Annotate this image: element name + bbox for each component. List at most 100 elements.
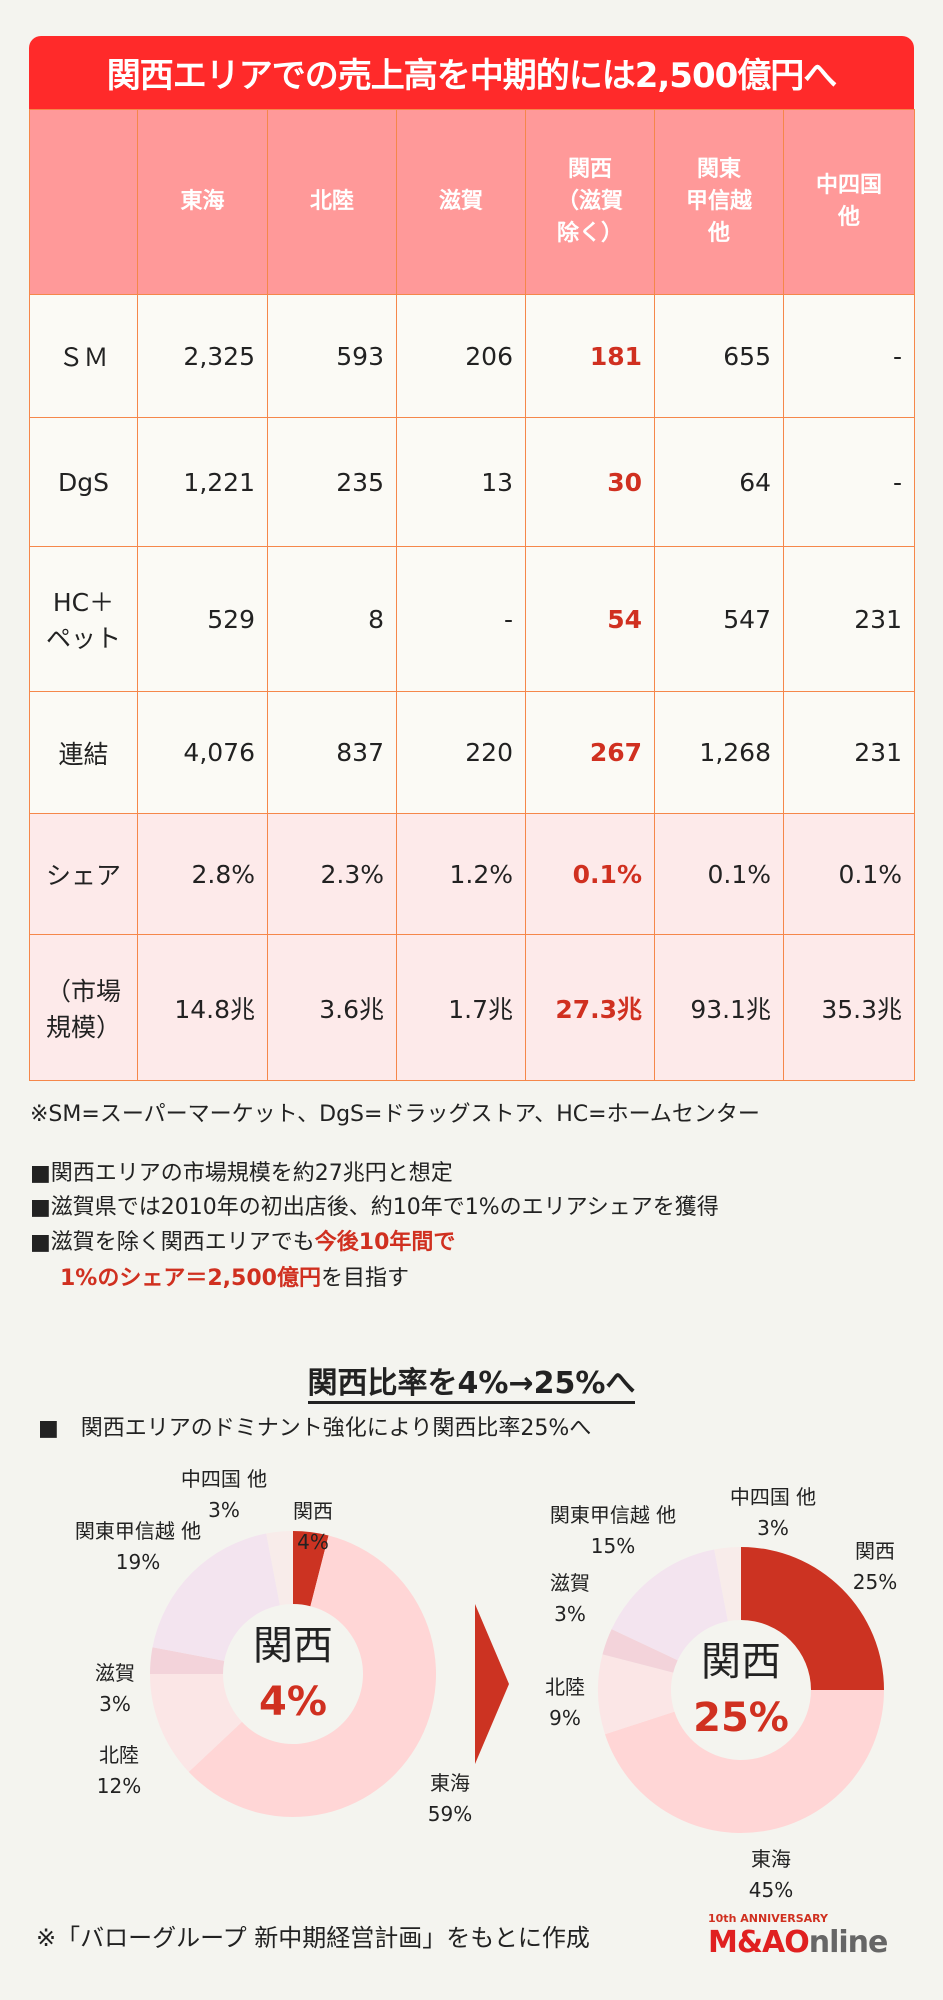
table-cell: 93.1兆 — [654, 934, 784, 1081]
bullet-2: ■滋賀県では2010年の初出店後、約10年で1%のエリアシェアを獲得 — [30, 1195, 719, 1220]
table-cell: 35.3兆 — [783, 934, 915, 1081]
slice-label: 北陸 12% — [97, 1740, 141, 1802]
abbrev-note: ※SM=スーパーマーケット、DgS=ドラッグストア、HC=ホームセンター — [30, 1102, 760, 1127]
slice-category: 中四国 他 — [180, 1467, 268, 1491]
table-cell: 1,268 — [654, 691, 784, 814]
table-row: （市場 規模） 14.8兆 3.6兆 1.7兆 27.3兆 93.1兆 35.3兆 — [29, 934, 915, 1081]
slice-value: 59% — [427, 1802, 473, 1826]
table-cell: 235 — [267, 417, 397, 547]
row-label: ＳＭ — [29, 294, 138, 418]
slice-label: 東海 59% — [428, 1768, 472, 1830]
slice-label: 東海 45% — [749, 1844, 793, 1906]
slice-category: 中四国 他 — [729, 1485, 817, 1509]
table-cell: 27.3兆 — [525, 934, 655, 1081]
row-label: 連結 — [29, 691, 138, 814]
column-header — [29, 109, 138, 295]
slice-label: 北陸 9% — [545, 1672, 585, 1734]
table-cell: 231 — [783, 691, 915, 814]
slice-category: 北陸 — [98, 1743, 139, 1767]
table-cell: 0.1% — [525, 813, 655, 935]
slice-category: 滋賀 — [95, 1661, 135, 1685]
center-value: 25% — [693, 1695, 789, 1741]
slice-category: 東海 — [429, 1771, 470, 1795]
logo: 10th ANNIVERSARY M&AOnline — [708, 1912, 888, 1960]
slice-category: 北陸 — [545, 1675, 585, 1699]
row-label: HC＋ ペット — [29, 546, 138, 692]
slice-label: 中四国 他 3% — [181, 1464, 267, 1526]
slice-value: 45% — [748, 1878, 794, 1902]
slice-category: 東海 — [750, 1847, 791, 1871]
row-label: シェア — [29, 813, 138, 935]
table-cell: 3.6兆 — [267, 934, 397, 1081]
table-row: ＳＭ 2,325 593 206 181 655- — [29, 294, 915, 418]
logo-anniversary: 10th ANNIVERSARY — [708, 1912, 829, 1925]
slice-value: 25% — [852, 1570, 898, 1594]
table-cell: 837 — [267, 691, 397, 814]
donut-center-label: 関西 4% — [253, 1618, 333, 1730]
donut-slice — [150, 1647, 225, 1674]
slice-value: 4% — [297, 1530, 329, 1554]
table-cell: 0.1% — [783, 813, 915, 935]
donut-slice — [604, 1690, 884, 1833]
slice-value: 9% — [549, 1706, 581, 1730]
slice-category: 関東甲信越 他 — [74, 1519, 202, 1543]
bullet-3-highlight: 今後10年間で — [314, 1230, 456, 1255]
slice-value: 3% — [554, 1602, 586, 1626]
logo-name: M&AOnline — [708, 1925, 888, 1960]
donut-slice — [741, 1547, 884, 1690]
table-cell: 14.8兆 — [137, 934, 268, 1081]
table-cell: 206 — [396, 294, 526, 418]
table-cell: 547 — [654, 546, 784, 692]
row-label: DgS — [29, 417, 138, 547]
slice-category: 滋賀 — [550, 1571, 590, 1595]
column-header: 東海 — [137, 109, 268, 295]
page-title: 関西エリアでの売上高を中期的には2,500億円へ — [29, 36, 914, 109]
center-label: 関西 — [253, 1623, 333, 1669]
table-cell: 1,221 — [137, 417, 268, 547]
slice-value: 3% — [99, 1692, 131, 1716]
table-cell: 2.8% — [137, 813, 268, 935]
slice-label: 関西 25% — [853, 1536, 897, 1598]
slice-value: 15% — [590, 1534, 636, 1558]
column-header: 関西 （滋賀 除く） — [525, 109, 655, 295]
table-header-row: 東海 北陸 滋賀 関西 （滋賀 除く） 関東 甲信越 他中四国 他 — [29, 109, 915, 295]
table-row: HC＋ ペット 529 8-54 547 231 — [29, 546, 915, 692]
section-subtitle: ■ 関西エリアのドミナント強化により関西比率25%へ — [38, 1416, 592, 1441]
table-row: 連結 4,076 837 220 267 1,268 231 — [29, 691, 915, 814]
table-cell: 267 — [525, 691, 655, 814]
donut-center-label: 関西 25% — [693, 1634, 789, 1746]
slice-label: 滋賀 3% — [550, 1568, 590, 1630]
table-cell: 529 — [137, 546, 268, 692]
table-row: DgS 1,221 235 13 30 64- — [29, 417, 915, 547]
donut-slice — [611, 1549, 728, 1661]
donut-slice — [293, 1531, 329, 1607]
row-label: （市場 規模） — [29, 934, 138, 1081]
slice-label: 関東甲信越 他 19% — [75, 1516, 201, 1578]
table-cell: - — [783, 417, 915, 547]
section-title: 関西比率を4%→25%へ — [0, 1358, 943, 1404]
slice-category: 関東甲信越 他 — [549, 1503, 677, 1527]
bullet-4-highlight: 1%のシェア＝2,500億円 — [60, 1266, 321, 1291]
bullet-1: ■関西エリアの市場規模を約27兆円と想定 — [30, 1161, 453, 1186]
sales-table: 東海 北陸 滋賀 関西 （滋賀 除く） 関東 甲信越 他中四国 他 ＳＭ 2,325 593… — [29, 109, 915, 1081]
donut-slice — [602, 1629, 678, 1673]
table-cell: - — [783, 294, 915, 418]
table-cell: 2,325 — [137, 294, 268, 418]
table-cell: 30 — [525, 417, 655, 547]
donut-slice — [150, 1674, 242, 1772]
arrow-icon — [475, 1604, 509, 1764]
slice-label: 関東甲信越 他 15% — [550, 1500, 676, 1562]
table-cell: 655 — [654, 294, 784, 418]
bullet-4: 1%のシェア＝2,500億円を目指す — [60, 1260, 409, 1292]
bullet-4-text: を目指す — [320, 1266, 409, 1291]
column-header: 中四国 他 — [783, 109, 915, 295]
table-cell: 13 — [396, 417, 526, 547]
slice-value: 19% — [115, 1550, 161, 1574]
table-cell: 593 — [267, 294, 397, 418]
slice-category: 関西 — [293, 1499, 333, 1523]
table-cell: 220 — [396, 691, 526, 814]
donut-slice — [597, 1654, 675, 1735]
table-row: シェア 2.8% 2.3% 1.2% 0.1% 0.1% 0.1% — [29, 813, 915, 935]
source-footnote: ※「バローグループ 新中期経営計画」をもとに作成 — [36, 1924, 590, 1952]
